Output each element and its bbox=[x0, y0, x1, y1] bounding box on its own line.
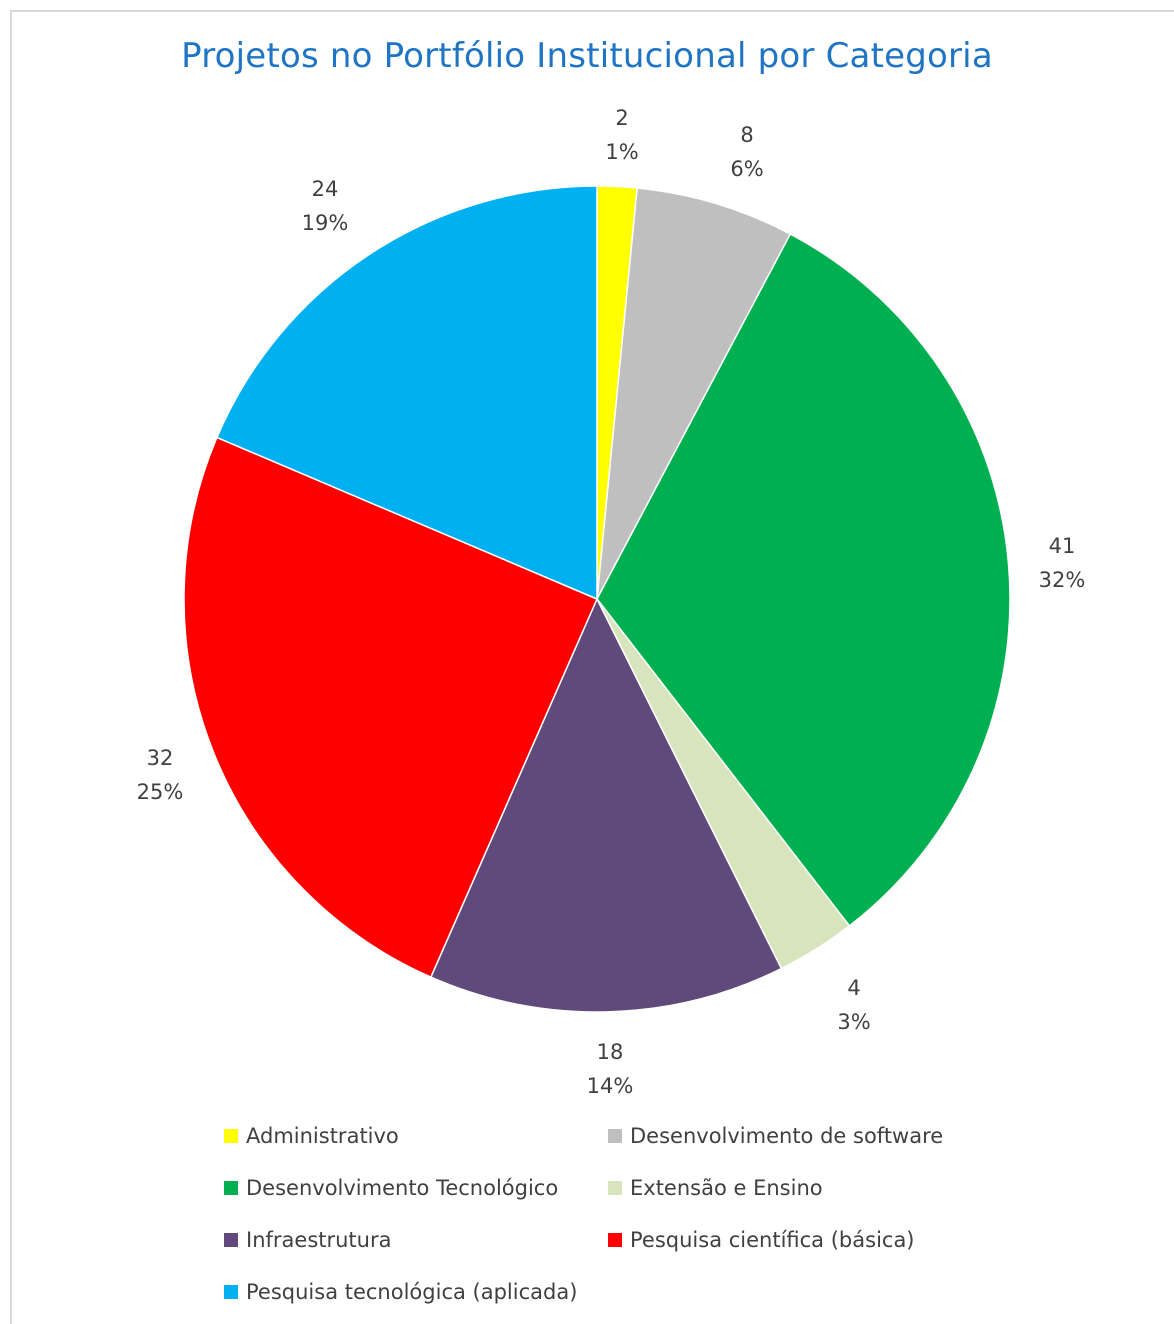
data-label-percent-infraestrutura: 14% bbox=[587, 1074, 634, 1098]
legend-label: Extensão e Ensino bbox=[630, 1176, 823, 1200]
data-label-percent-administrativo: 1% bbox=[605, 140, 638, 164]
legend-swatch bbox=[608, 1233, 622, 1247]
legend-label: Desenvolvimento Tecnológico bbox=[246, 1176, 559, 1200]
data-label-percent-extensao-e-ensino: 3% bbox=[837, 1010, 870, 1034]
data-label-value-extensao-e-ensino: 4 bbox=[847, 976, 860, 1000]
pie-slice-infraestrutura[interactable] bbox=[429, 597, 783, 1013]
legend-item-pesquisa-tecnologica-aplicada[interactable]: Pesquisa tecnológica (aplicada) bbox=[224, 1277, 577, 1307]
legend-item-administrativo[interactable]: Administrativo bbox=[224, 1121, 399, 1151]
pie-slice-desenvolvimento-tecnologico[interactable] bbox=[596, 233, 1011, 927]
pie-slice-desenvolvimento-de-software[interactable] bbox=[596, 187, 792, 600]
pie-slice-pesquisa-cientifica-basica[interactable] bbox=[183, 436, 598, 979]
legend-swatch bbox=[224, 1233, 238, 1247]
data-label-value-infraestrutura: 18 bbox=[597, 1040, 624, 1064]
data-label-value-desenvolvimento-de-software: 8 bbox=[740, 123, 753, 147]
legend-label: Desenvolvimento de software bbox=[630, 1124, 944, 1148]
data-label-percent-pesquisa-cientifica-basica: 25% bbox=[137, 780, 184, 804]
legend-label: Administrativo bbox=[246, 1124, 399, 1148]
legend-swatch bbox=[608, 1129, 622, 1143]
data-label-value-administrativo: 2 bbox=[615, 106, 628, 130]
data-label-percent-desenvolvimento-de-software: 6% bbox=[730, 157, 763, 181]
legend-swatch bbox=[608, 1181, 622, 1195]
pie-slice-pesquisa-tecnologica-aplicada[interactable] bbox=[215, 185, 598, 601]
legend-swatch bbox=[224, 1285, 238, 1299]
data-label-percent-desenvolvimento-tecnologico: 32% bbox=[1039, 568, 1086, 592]
data-label-value-pesquisa-cientifica-basica: 32 bbox=[147, 746, 174, 770]
legend-label: Pesquisa tecnológica (aplicada) bbox=[246, 1280, 578, 1304]
data-label-percent-pesquisa-tecnologica-aplicada: 19% bbox=[302, 211, 349, 235]
legend-item-desenvolvimento-de-software[interactable]: Desenvolvimento de software bbox=[608, 1121, 943, 1151]
legend-label: Infraestrutura bbox=[246, 1228, 392, 1252]
legend-swatch bbox=[224, 1181, 238, 1195]
legend-label: Pesquisa científica (básica) bbox=[630, 1228, 915, 1252]
legend-item-infraestrutura[interactable]: Infraestrutura bbox=[224, 1225, 391, 1255]
legend-item-pesquisa-cientifica-basica[interactable]: Pesquisa científica (básica) bbox=[608, 1225, 915, 1255]
legend-item-desenvolvimento-tecnologico[interactable]: Desenvolvimento Tecnológico bbox=[224, 1173, 558, 1203]
legend-swatch bbox=[224, 1129, 238, 1143]
data-label-value-desenvolvimento-tecnologico: 41 bbox=[1049, 534, 1076, 558]
data-label-value-pesquisa-tecnologica-aplicada: 24 bbox=[312, 177, 339, 201]
legend-item-extensao-e-ensino[interactable]: Extensão e Ensino bbox=[608, 1173, 823, 1203]
chart-title: Projetos no Portfólio Institucional por … bbox=[181, 36, 993, 76]
